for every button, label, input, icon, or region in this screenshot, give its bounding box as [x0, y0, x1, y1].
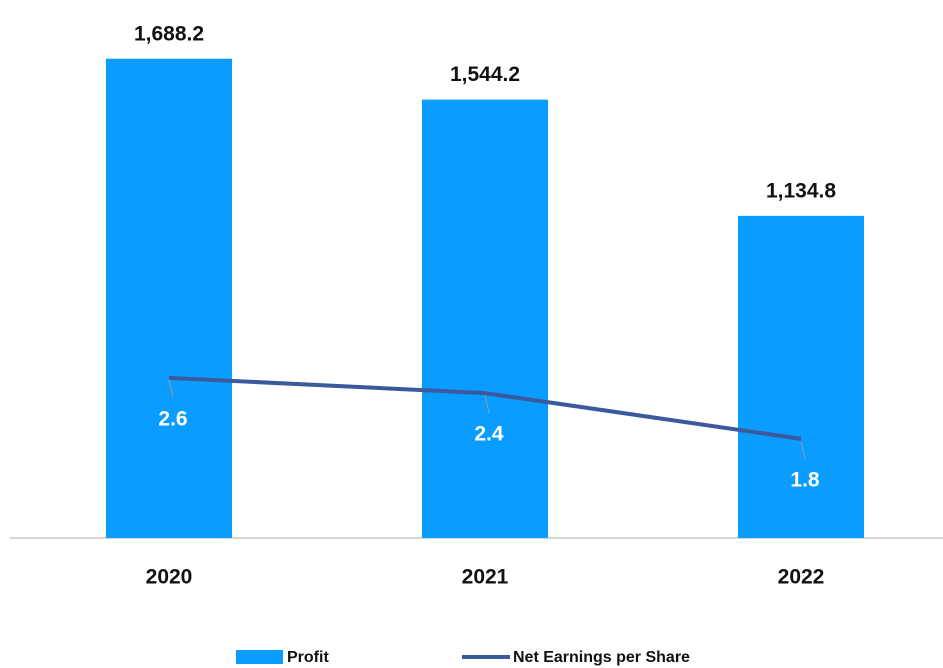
bar — [422, 99, 548, 538]
legend-swatch — [236, 650, 283, 664]
leader-line — [800, 440, 806, 459]
bar — [106, 58, 232, 539]
legend-label: Profit — [287, 649, 329, 666]
x-tick-label: 2020 — [146, 566, 193, 589]
leader-line — [168, 379, 174, 398]
bar-value-label: 1,688.2 — [134, 22, 204, 45]
line-value-label: 2.6 — [158, 407, 187, 430]
legend-label: Net Earnings per Share — [513, 649, 690, 666]
leader-line — [484, 394, 490, 414]
line-value-label: 2.4 — [474, 423, 504, 446]
bar — [738, 215, 864, 538]
x-tick-label: 2022 — [778, 566, 825, 589]
bar-value-label: 1,544.2 — [450, 63, 520, 86]
line-value-label: 1.8 — [790, 468, 820, 491]
line — [168, 375, 802, 441]
x-tick-label: 2021 — [462, 566, 509, 589]
bar-value-label: 1,134.8 — [766, 179, 836, 202]
